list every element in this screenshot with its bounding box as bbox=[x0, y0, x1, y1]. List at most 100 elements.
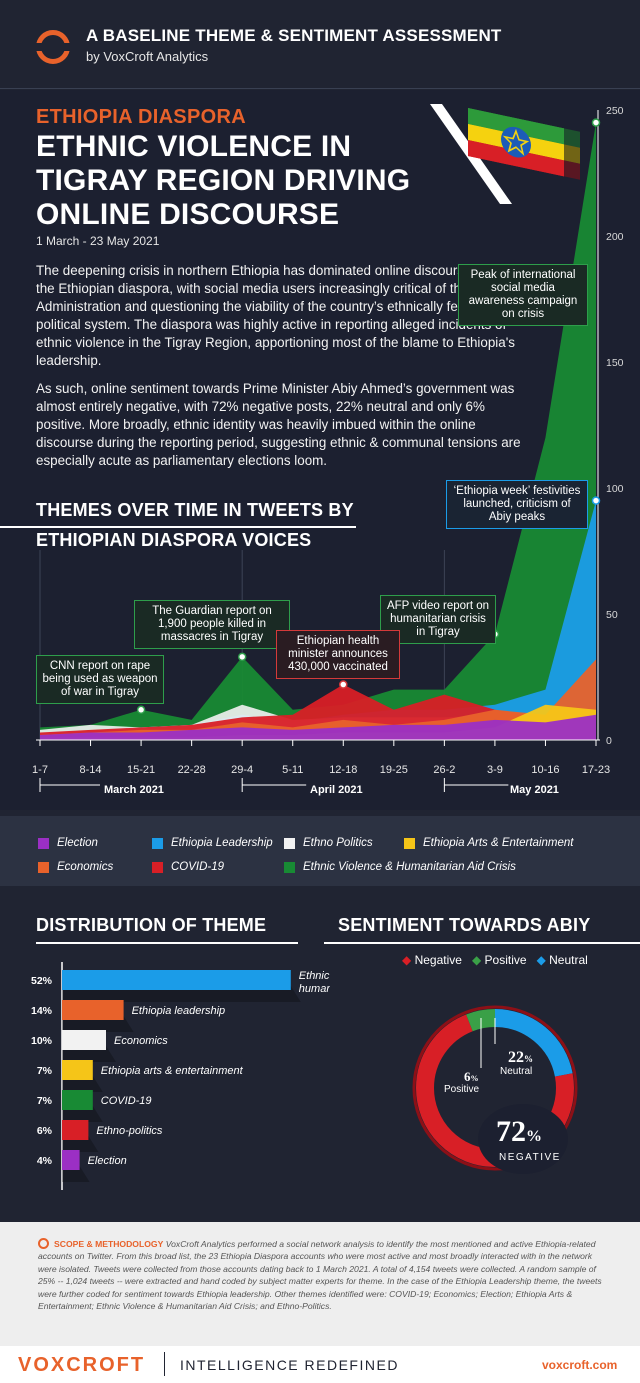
negative-pct: 72% bbox=[496, 1115, 542, 1148]
x-tick-label: 17-23 bbox=[582, 764, 610, 776]
annotation-ethiopia-week: ‘Ethiopia week’ festivities launched, cr… bbox=[446, 480, 588, 529]
y-tick-label: 100 bbox=[606, 483, 624, 495]
donut-outer-ring bbox=[412, 1005, 578, 1171]
chart-legend bbox=[0, 816, 640, 886]
y-tick-label: 200 bbox=[606, 231, 624, 243]
month-april: April 2021 bbox=[310, 784, 363, 796]
dist-label: Ethno-politics bbox=[96, 1125, 163, 1137]
legend-economics: Economics bbox=[38, 861, 113, 873]
y-tick-label: 0 bbox=[606, 735, 612, 747]
x-tick-label: 8-14 bbox=[80, 764, 102, 776]
dist-label: Ethiopia arts & entertainment bbox=[101, 1065, 244, 1077]
region-kicker: ETHIOPIA DIASPORA bbox=[36, 106, 246, 128]
dist-label-line2: humanitarian aid crisis bbox=[299, 983, 330, 995]
month-may: May 2021 bbox=[510, 784, 559, 796]
area-ethnic-violence-humanitarian-aid-crisis bbox=[40, 122, 596, 741]
distribution-bar-chart: 52% Ethnic violence &humanitarian aid cri… bbox=[31, 962, 330, 1190]
neutral-pct: 22% bbox=[508, 1049, 533, 1066]
dist-label: COVID-19 bbox=[101, 1095, 152, 1107]
themes-title-line1: THEMES OVER TIME IN TWEETS BY bbox=[36, 500, 354, 520]
x-tick-label: 19-25 bbox=[380, 764, 408, 776]
dist-label: Election bbox=[88, 1155, 127, 1167]
legend-election: Election bbox=[38, 837, 98, 849]
header-divider bbox=[0, 88, 640, 89]
dist-bar bbox=[62, 1030, 106, 1050]
annotation-guardian: The Guardian report on 1,900 people kill… bbox=[134, 600, 290, 649]
footer-tagline: INTELLIGENCE REDEFINED bbox=[180, 1357, 399, 1373]
legend-ethno-politics: Ethno Politics bbox=[284, 837, 373, 849]
dist-pct: 14% bbox=[31, 1005, 53, 1017]
sentiment-paragraph: As such, online sentiment towards Prime … bbox=[36, 381, 521, 468]
sentiment-title: SENTIMENT TOWARDS ABIY bbox=[338, 915, 591, 935]
y-tick-label: 150 bbox=[606, 357, 624, 369]
dist-pct: 7% bbox=[37, 1065, 53, 1077]
themes-title-line2: ETHIOPIAN DIASPORA VOICES bbox=[36, 530, 312, 550]
intro-paragraph: The deepening crisis in northern Ethiopi… bbox=[36, 263, 517, 368]
distribution-title: DISTRIBUTION OF THEME bbox=[36, 915, 267, 935]
legend-negative: ◆ Negative bbox=[402, 953, 462, 967]
methodology-text: SCOPE & METHODOLOGY VoxCroft Analytics p… bbox=[38, 1239, 602, 1312]
dist-bar bbox=[62, 970, 291, 990]
legend-arts-entertainment: Ethiopia Arts & Entertainment bbox=[404, 837, 573, 849]
legend-ethnic-violence: Ethnic Violence & Humanitarian Aid Crisi… bbox=[284, 861, 516, 873]
dist-pct: 6% bbox=[37, 1125, 53, 1137]
page-header bbox=[0, 0, 640, 88]
y-tick-label: 250 bbox=[606, 105, 624, 117]
legend-neutral: ◆ Neutral bbox=[536, 953, 588, 967]
logo-gap bbox=[30, 43, 76, 51]
negative-label: NEGATIVE bbox=[499, 1152, 561, 1163]
positive-pct: 6% bbox=[464, 1069, 479, 1084]
dist-label: Economics bbox=[114, 1035, 168, 1047]
annotation-marker bbox=[237, 652, 247, 662]
distribution-rule bbox=[36, 942, 298, 944]
month-march: March 2021 bbox=[104, 784, 164, 796]
x-tick-label: 22-28 bbox=[178, 764, 206, 776]
dist-pct: 10% bbox=[31, 1035, 53, 1047]
dist-pct: 4% bbox=[37, 1155, 53, 1167]
annotation-marker bbox=[339, 680, 348, 689]
x-tick-label: 3-9 bbox=[487, 764, 503, 776]
dist-bar bbox=[62, 1000, 124, 1020]
methodology-section bbox=[0, 1222, 640, 1346]
legend-ethiopia-leadership: Ethiopia Leadership bbox=[152, 837, 273, 849]
dist-bar bbox=[62, 1090, 93, 1110]
dist-label: Ethiopia leadership bbox=[132, 1005, 226, 1017]
x-tick-label: 29-4 bbox=[231, 764, 253, 776]
dist-pct: 52% bbox=[31, 975, 53, 987]
dist-label: Ethnic violence & bbox=[299, 970, 330, 982]
sentiment-rule bbox=[324, 942, 640, 944]
x-tick-label: 26-2 bbox=[433, 764, 455, 776]
y-tick-label: 50 bbox=[606, 609, 618, 621]
x-tick-label: 15-21 bbox=[127, 764, 155, 776]
annotation-health: Ethiopian health minister announces 430,… bbox=[276, 630, 400, 679]
area-economics bbox=[40, 659, 596, 740]
dist-bar bbox=[62, 1120, 89, 1140]
footer-divider bbox=[164, 1352, 165, 1376]
dist-bar bbox=[62, 1150, 80, 1170]
dist-bar bbox=[62, 1060, 93, 1080]
report-subtitle: by VoxCroft Analytics bbox=[86, 49, 209, 64]
annotation-marker bbox=[591, 496, 601, 505]
date-range: 1 March - 23 May 2021 bbox=[36, 234, 160, 248]
main-headline: ETHNIC VIOLENCE IN TIGRAY REGION DRIVING… bbox=[36, 130, 411, 231]
x-tick-label: 5-11 bbox=[282, 764, 303, 776]
footer-bar bbox=[0, 1346, 640, 1383]
positive-label: Positive bbox=[444, 1084, 480, 1095]
footer-url[interactable]: voxcroft.com bbox=[542, 1358, 618, 1372]
annotation-marker bbox=[136, 705, 146, 715]
themes-title-rule bbox=[0, 526, 356, 528]
x-tick-label: 12-18 bbox=[329, 764, 357, 776]
methodology-icon bbox=[38, 1238, 49, 1249]
footer-brand: VOXCROFT bbox=[18, 1354, 146, 1376]
negative-badge bbox=[478, 1104, 568, 1174]
report-title: A BASELINE THEME & SENTIMENT ASSESSMENT bbox=[86, 26, 502, 45]
annotation-marker bbox=[591, 118, 601, 127]
sentiment-legend: ◆ Negative ◆ Positive ◆ Neutral bbox=[402, 953, 588, 967]
annotation-peak: Peak of international social media aware… bbox=[458, 264, 588, 326]
x-tick-label: 1-7 bbox=[32, 764, 48, 776]
ethiopia-flag-icon bbox=[430, 104, 580, 204]
legend-covid: COVID-19 bbox=[152, 861, 224, 873]
themes-area-chart: 0 50 100 150 200 250 1-7 8-14 15-21 22-28 29-4 5-11… bbox=[32, 105, 624, 792]
neutral-label: Neutral bbox=[500, 1066, 533, 1077]
annotation-afp: AFP video report on humanitarian crisis … bbox=[380, 595, 496, 644]
